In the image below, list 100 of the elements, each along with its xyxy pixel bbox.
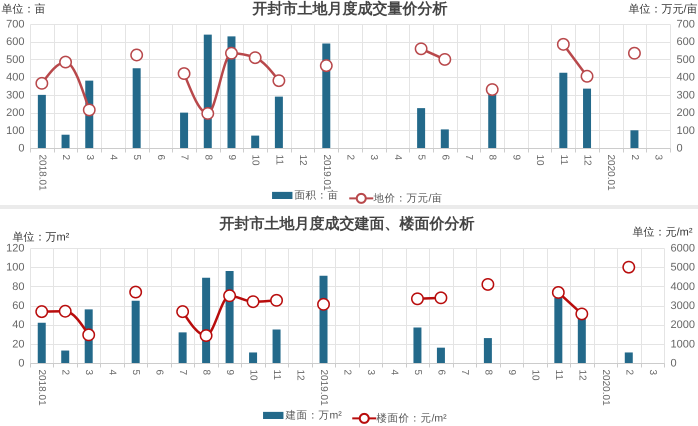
x-tick-label: 9 bbox=[224, 370, 236, 376]
x-tick-label: 2 bbox=[344, 154, 356, 160]
y-tick-label: 20 bbox=[12, 338, 24, 350]
x-tick-label: 11 bbox=[271, 370, 282, 380]
x-tick-label: 6 bbox=[439, 154, 450, 160]
point bbox=[130, 48, 144, 62]
point bbox=[82, 103, 96, 116]
bar bbox=[436, 348, 445, 363]
bar bbox=[38, 322, 46, 363]
bar bbox=[440, 129, 449, 148]
y-tick-label: 60 bbox=[12, 300, 24, 312]
point bbox=[178, 67, 191, 80]
bar bbox=[417, 108, 426, 148]
y2-tick-label: 4000 bbox=[670, 280, 695, 293]
point bbox=[552, 286, 565, 299]
x-tick-label: 11 bbox=[552, 370, 564, 380]
bar bbox=[38, 94, 46, 148]
x-tick-label: 2 bbox=[60, 370, 71, 376]
y2-tick-label: 400 bbox=[676, 72, 695, 84]
point bbox=[414, 42, 428, 56]
y-tick-label: 400 bbox=[6, 72, 24, 84]
bar bbox=[274, 96, 283, 148]
point bbox=[248, 51, 262, 64]
point bbox=[556, 38, 570, 51]
x-tick-label: 2 bbox=[342, 370, 352, 376]
bar bbox=[554, 298, 562, 363]
point bbox=[129, 286, 142, 299]
y2-tick-label: 500 bbox=[676, 54, 695, 66]
point bbox=[410, 292, 424, 306]
point bbox=[317, 298, 330, 311]
x-tick-label: 9 bbox=[226, 154, 237, 160]
y-tick-label: 200 bbox=[6, 107, 24, 120]
y-tick-label: 700 bbox=[6, 18, 24, 30]
x-tick-label: 2 bbox=[628, 154, 640, 160]
x-tick-label: 9 bbox=[510, 154, 522, 160]
x-tick-label: 12 bbox=[582, 154, 593, 166]
y-tick-label: 100 bbox=[6, 262, 24, 274]
x-tick-label: 4 bbox=[106, 370, 118, 376]
y2-tick-label: 1000 bbox=[670, 338, 695, 350]
point bbox=[580, 70, 594, 83]
x-tick-label: 6 bbox=[154, 154, 166, 160]
y2-tick-label: 5000 bbox=[670, 262, 695, 274]
point bbox=[486, 83, 499, 96]
point bbox=[82, 328, 96, 342]
x-tick-label: 12 bbox=[294, 370, 306, 382]
x-tick-label: 7 bbox=[177, 370, 188, 376]
x-tick-label: 5 bbox=[412, 370, 423, 376]
bar bbox=[251, 136, 260, 148]
x-tick-label: 4 bbox=[107, 154, 118, 160]
x-tick-label: 7 bbox=[178, 154, 190, 160]
x-tick-label: 12 bbox=[297, 154, 308, 166]
chart-title: 开封市土地月度成交建面、楼面价分析 bbox=[218, 214, 474, 232]
point bbox=[223, 289, 236, 302]
x-tick-label: 2020.01 bbox=[600, 370, 611, 406]
x-tick-label: 7 bbox=[458, 370, 470, 376]
x-tick-label: 4 bbox=[392, 154, 403, 160]
point bbox=[320, 59, 333, 72]
bar bbox=[132, 300, 140, 363]
x-tick-label: 8 bbox=[202, 154, 214, 160]
x-tick-label: 3 bbox=[83, 370, 94, 376]
x-tick-label: 5 bbox=[416, 154, 427, 160]
y-tick-label: 600 bbox=[6, 36, 24, 48]
x-tick-label: 10 bbox=[248, 370, 259, 382]
point bbox=[201, 107, 214, 120]
y2-tick-label: 6000 bbox=[670, 242, 695, 254]
x-tick-label: 11 bbox=[273, 154, 284, 166]
y2-tick-label: 0 bbox=[676, 142, 683, 154]
y2-axis-title: 单位：元/m² bbox=[632, 226, 693, 238]
point bbox=[59, 56, 72, 69]
x-tick-label: 5 bbox=[130, 370, 142, 376]
x-tick-label: 2018.01 bbox=[36, 154, 48, 192]
y-tick-label: 100 bbox=[6, 124, 24, 137]
point bbox=[434, 291, 448, 304]
bar bbox=[272, 329, 281, 363]
legend-label: 建面：万m² bbox=[284, 408, 342, 422]
x-tick-label: 2018.01 bbox=[36, 370, 48, 406]
point bbox=[622, 260, 636, 274]
point bbox=[200, 329, 213, 342]
y2-tick-label: 200 bbox=[676, 107, 695, 120]
x-tick-label: 2020.01 bbox=[605, 154, 616, 192]
bar bbox=[484, 338, 492, 363]
y2-axis-title: 单位：万元/亩 bbox=[628, 2, 698, 16]
x-tick-label: 2019.01 bbox=[320, 154, 332, 192]
y-axis-title: 单位：万m² bbox=[12, 230, 70, 244]
point bbox=[270, 294, 284, 307]
x-tick-label: 9 bbox=[506, 370, 517, 376]
point bbox=[272, 74, 286, 88]
y2-tick-label: 300 bbox=[676, 89, 695, 102]
x-tick-label: 7 bbox=[463, 154, 474, 160]
point bbox=[35, 305, 48, 318]
y-tick-label: 40 bbox=[12, 319, 24, 332]
y2-tick-label: 0 bbox=[670, 358, 677, 370]
bar bbox=[624, 352, 633, 363]
x-tick-label: 3 bbox=[364, 370, 376, 376]
y2-tick-label: 100 bbox=[676, 124, 695, 137]
x-tick-label: 3 bbox=[652, 154, 664, 160]
point bbox=[481, 278, 494, 291]
x-tick-label: 10 bbox=[534, 154, 546, 166]
x-tick-label: 11 bbox=[558, 154, 569, 166]
x-tick-label: 8 bbox=[486, 154, 498, 160]
